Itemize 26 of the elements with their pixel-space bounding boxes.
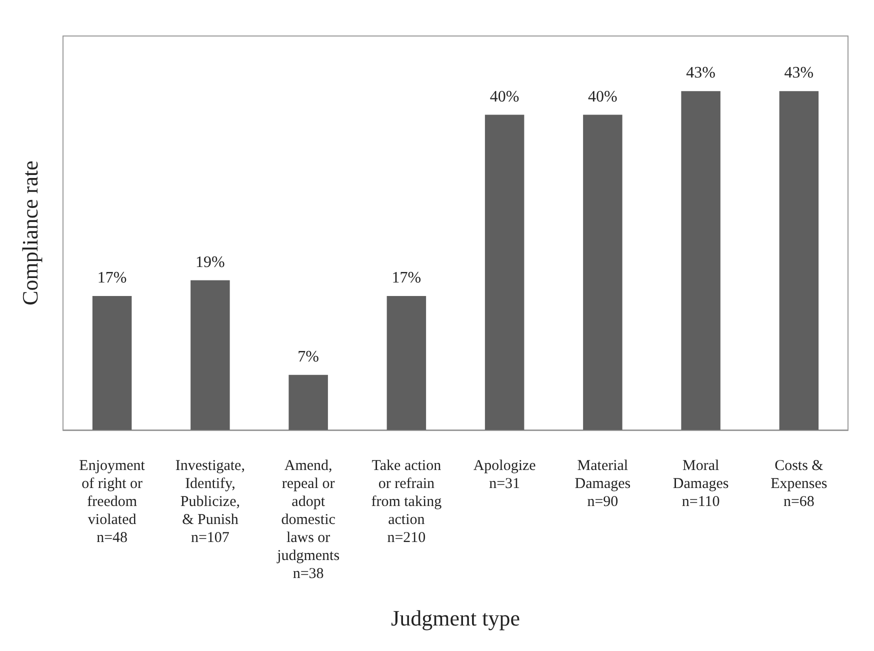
data-label: 43% (784, 64, 814, 82)
data-label: 7% (298, 348, 319, 366)
x-tick-label: Costs & Expenses n=68 (770, 458, 828, 510)
bar (484, 114, 524, 430)
data-label: 40% (490, 88, 520, 106)
x-tick-label: Material Damages n=90 (574, 458, 631, 510)
data-label: 17% (392, 270, 422, 287)
x-tick-label: Amend, repeal or adopt domestic laws or judgments n=38 (276, 458, 340, 582)
data-label: 43% (686, 64, 716, 82)
x-tick-label: Moral Damages n=110 (672, 458, 729, 510)
bar (779, 91, 819, 430)
data-label: 40% (588, 88, 618, 106)
x-tick-label: Investigate, Identify, Publicize, & Punish n=107 (175, 458, 245, 546)
bar (386, 296, 426, 430)
x-tick-label: Take action or refrain from taking action n=210 (371, 458, 442, 546)
data-label: 19% (196, 254, 225, 271)
bar (583, 114, 622, 430)
bar (288, 374, 328, 430)
x-axis-title: Judgment type (391, 606, 520, 630)
x-tick-label: Apologize n=31 (473, 458, 536, 492)
bar (92, 296, 132, 430)
data-label: 17% (97, 270, 127, 287)
bar (190, 280, 230, 430)
x-tick-label: Enjoyment of right or freedom violated n=48 (79, 458, 146, 546)
y-axis-title: Compliance rate (18, 160, 42, 306)
bar (681, 91, 720, 430)
